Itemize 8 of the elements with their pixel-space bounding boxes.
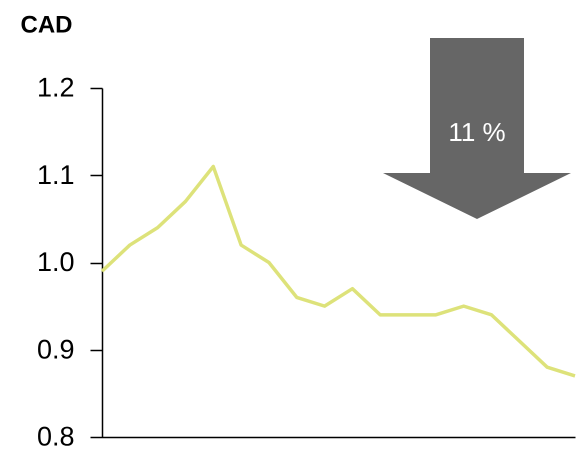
y-tick-label: 1.2: [36, 72, 74, 102]
y-tick-label: 1.1: [36, 160, 74, 190]
y-tick-label: 1.0: [36, 247, 74, 277]
line-series: [100, 164, 577, 378]
y-tick-label: 0.8: [36, 422, 74, 450]
y-axis-title: CAD: [20, 12, 72, 38]
y-tick-label: 0.9: [36, 334, 74, 364]
annotation: 11 %: [447, 117, 507, 148]
